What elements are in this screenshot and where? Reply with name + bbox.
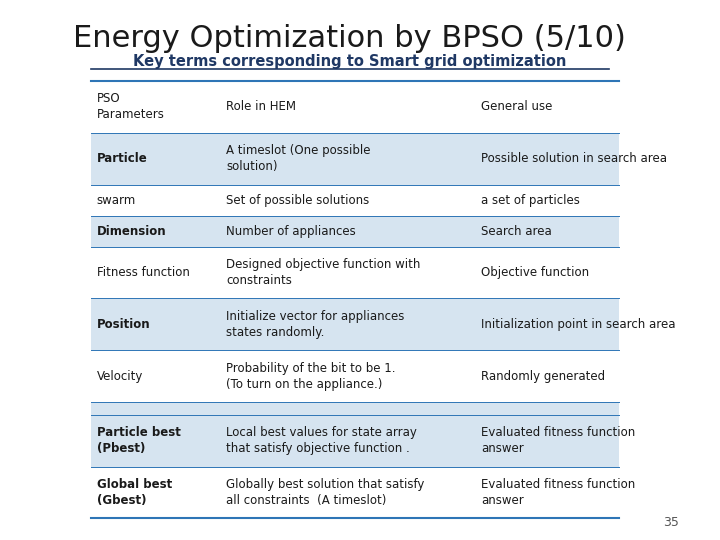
Bar [91,299,619,350]
Text: a set of particles: a set of particles [482,193,580,207]
Text: General use: General use [482,100,553,113]
Bar [91,215,619,247]
Text: Global best
(Gbest): Global best (Gbest) [96,478,172,507]
Text: Particle best
(Pbest): Particle best (Pbest) [96,426,181,455]
Text: Initialize vector for appliances
states randomly.: Initialize vector for appliances states … [226,310,405,339]
Text: Globally best solution that satisfy
all constraints  (A timeslot): Globally best solution that satisfy all … [226,478,424,507]
Text: Designed objective function with
constraints: Designed objective function with constra… [226,258,420,287]
Text: Set of possible solutions: Set of possible solutions [226,193,369,207]
Text: Particle: Particle [96,152,148,165]
Bar [91,133,619,185]
Text: Evaluated fitness function
answer: Evaluated fitness function answer [482,478,636,507]
Text: Initialization point in search area: Initialization point in search area [482,318,676,331]
Text: PSO
Parameters: PSO Parameters [96,92,164,122]
Text: Velocity: Velocity [96,369,143,382]
Text: A timeslot (One possible
solution): A timeslot (One possible solution) [226,144,371,173]
Bar [91,415,619,467]
Text: Randomly generated: Randomly generated [482,369,606,382]
Text: Objective function: Objective function [482,266,590,279]
Text: Number of appliances: Number of appliances [226,225,356,238]
Text: Possible solution in search area: Possible solution in search area [482,152,667,165]
Text: Key terms corresponding to Smart grid optimization: Key terms corresponding to Smart grid op… [133,54,567,69]
Text: Position: Position [96,318,150,331]
Text: Evaluated fitness function
answer: Evaluated fitness function answer [482,426,636,455]
Text: Probability of the bit to be 1.
(To turn on the appliance.): Probability of the bit to be 1. (To turn… [226,362,395,390]
Text: Dimension: Dimension [96,225,166,238]
Bar [91,402,619,415]
Text: Role in HEM: Role in HEM [226,100,296,113]
Text: swarm: swarm [96,193,136,207]
Text: Search area: Search area [482,225,552,238]
Text: 35: 35 [662,516,679,529]
Text: Energy Optimization by BPSO (5/10): Energy Optimization by BPSO (5/10) [73,24,626,53]
Text: Local best values for state array
that satisfy objective function .: Local best values for state array that s… [226,426,417,455]
Text: Fitness function: Fitness function [96,266,189,279]
